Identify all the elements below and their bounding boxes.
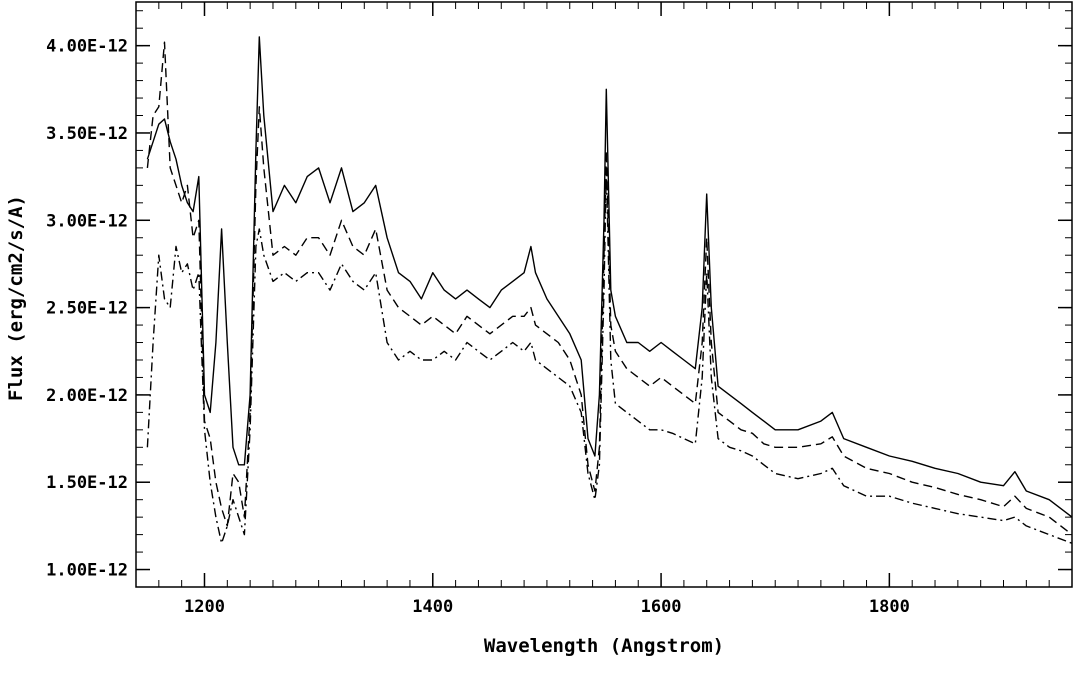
x-axis-title: Wavelength (Angstrom) bbox=[484, 635, 724, 657]
y-tick-label: 1.00E-12 bbox=[46, 561, 128, 581]
y-tick-label: 2.00E-12 bbox=[46, 386, 128, 406]
x-tick-label: 1200 bbox=[184, 597, 225, 617]
y-tick-label: 3.00E-12 bbox=[46, 211, 128, 231]
y-tick-label: 1.50E-12 bbox=[46, 473, 128, 493]
y-axis-ticks: 1.00E-12 1.50E-12 2.00E-12 2.50E-12 3.00E-12… bbox=[46, 10, 1072, 581]
y-axis-title: Flux (erg/cm2/s/A) bbox=[5, 195, 27, 401]
x-tick-label: 1400 bbox=[412, 597, 453, 617]
series-line-solid bbox=[146, 36, 1073, 518]
plot-frame bbox=[135, 1, 1073, 588]
series-line-dashed bbox=[146, 41, 1073, 536]
series-line-dash-dot bbox=[146, 167, 1073, 544]
x-tick-label: 1600 bbox=[641, 597, 682, 617]
y-tick-label: 3.50E-12 bbox=[46, 124, 128, 144]
x-axis-ticks: 1200 1400 1600 1800 bbox=[135, 2, 1073, 617]
x-tick-label: 1800 bbox=[869, 597, 910, 617]
series-layer bbox=[146, 36, 1073, 544]
y-tick-label: 2.50E-12 bbox=[46, 299, 128, 319]
y-tick-label: 4.00E-12 bbox=[46, 37, 128, 57]
